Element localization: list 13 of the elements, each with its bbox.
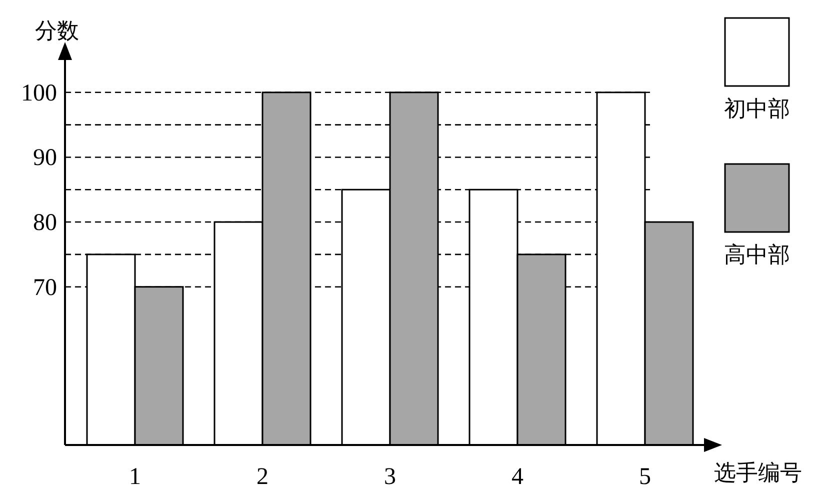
x-tick-label: 4 — [512, 464, 524, 490]
x-tick-label: 2 — [256, 464, 268, 490]
y-tick-label: 70 — [33, 274, 57, 301]
x-axis-title: 选手编号 — [714, 460, 802, 485]
y-tick-label: 90 — [33, 145, 57, 172]
y-tick-label: 100 — [21, 80, 57, 106]
x-tick-label: 1 — [129, 464, 141, 490]
y-axis-title: 分数 — [35, 18, 79, 43]
text: 初中部 — [724, 96, 790, 121]
y-tick-label: 80 — [33, 210, 57, 236]
x-tick-label: 5 — [639, 464, 651, 490]
series-label: 高中部 — [724, 242, 790, 267]
x-tick-label: 3 — [384, 464, 396, 490]
